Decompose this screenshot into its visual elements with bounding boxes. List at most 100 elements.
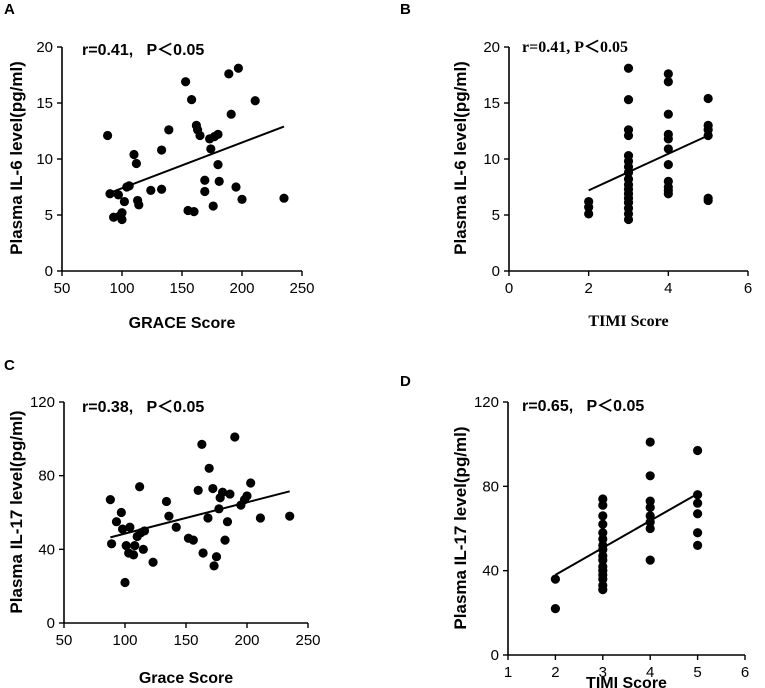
x-tick-label: 200 [229,280,254,297]
y-tick-label: 40 [482,563,499,580]
data-point [214,504,224,514]
data-point [131,158,141,169]
y-tick-label: 5 [492,207,500,224]
data-point [645,502,655,513]
data-point [279,193,289,203]
data-point [148,557,158,567]
data-point [117,214,127,225]
data-point [189,207,199,217]
data-point [693,445,703,456]
panel-letter: A [4,1,15,18]
y-axis-label: Plasma IL-6 level(pg/ml) [7,61,26,255]
data-point [138,544,148,554]
data-point [171,522,181,532]
data-point [208,483,218,494]
data-point [623,167,634,178]
data-point [693,540,703,550]
data-point [222,517,233,527]
data-point [623,63,634,73]
data-point [598,511,608,521]
data-point [645,555,655,565]
data-point [218,487,228,497]
data-point [598,534,608,544]
y-tick-label: 80 [482,478,499,495]
panel-b: B 0 2 4 6 0 5 10 15 20 TIMI Score Plasma IL-6 level… [400,1,752,330]
data-point [645,437,655,447]
data-point [120,577,130,588]
data-point [121,541,131,551]
x-tick-label: 3 [599,664,607,681]
data-point [106,539,117,549]
data-point [157,145,167,155]
panel-c: C 50 100 150 200 250 0 40 80 120 Grace Score Plasma… [4,357,321,687]
data-point [119,196,129,207]
data-point [623,95,634,105]
data-point [231,182,241,192]
y-tick-label: 40 [38,541,55,558]
correlation-annotation: r=0.41, P＜0.05 [82,42,204,59]
data-point [116,507,126,518]
x-tick-label: 250 [289,280,314,297]
data-point [220,535,230,545]
data-point [128,550,139,560]
data-point [246,478,256,488]
x-tick-label: 2 [584,280,592,297]
data-point [208,201,218,211]
data-point [203,513,213,523]
data-point [225,489,235,499]
data-point [224,69,234,79]
data-point [213,160,223,170]
data-point [206,144,216,154]
panel-d: D 1 2 3 4 5 6 0 40 80 120 TIMI Score Plasma IL-17 le… [400,373,749,688]
data-point [161,496,172,507]
data-point [125,522,135,532]
data-point [598,494,608,504]
x-tick-label: 250 [295,632,320,649]
data-point [663,69,673,79]
data-point [598,519,608,529]
data-point [197,439,207,449]
correlation-annotation: r=0.41, P＜0.05 [522,39,628,56]
x-tick-label: 4 [646,664,654,681]
x-tick-label: 100 [112,632,137,649]
data-point [200,175,210,185]
y-tick-label: 5 [45,207,53,224]
data-point [693,490,703,500]
y-axis-label: Plasma IL-6 level(pg/ml) [451,61,470,255]
y-axis-label: Plasma IL-17 level(pg/ml) [451,426,470,629]
y-tick-label: 0 [491,647,499,664]
x-tick-label: 50 [56,632,73,649]
data-point [550,604,561,614]
y-tick-label: 0 [45,263,53,280]
y-tick-label: 120 [30,394,55,411]
data-point [157,184,167,194]
data-point [105,189,115,199]
data-point [584,202,594,212]
data-point [703,93,713,104]
data-point [598,585,608,595]
data-point [663,134,673,144]
data-point [211,552,222,562]
x-tick-label: 200 [234,632,259,649]
data-point [193,485,203,495]
panel-letter: C [4,357,15,374]
panel-letter: B [400,1,411,18]
y-tick-label: 0 [47,615,55,632]
data-point [164,511,174,521]
data-point [135,482,145,492]
x-axis-label: TIMI Score [586,675,667,688]
x-tick-label: 150 [173,632,198,649]
y-tick-label: 80 [38,468,55,485]
data-point [230,432,240,442]
data-point [645,523,655,534]
data-point [623,214,634,225]
x-tick-label: 50 [54,280,71,297]
x-tick-label: 6 [744,280,752,297]
correlation-annotation: r=0.38, P＜0.05 [82,399,204,416]
x-tick-label: 2 [551,664,559,681]
y-axis-label: Plasma IL-17 level(pg/ml) [7,410,26,613]
data-point [209,561,219,571]
data-point [213,129,223,139]
data-point [200,186,210,197]
data-point [663,144,673,154]
